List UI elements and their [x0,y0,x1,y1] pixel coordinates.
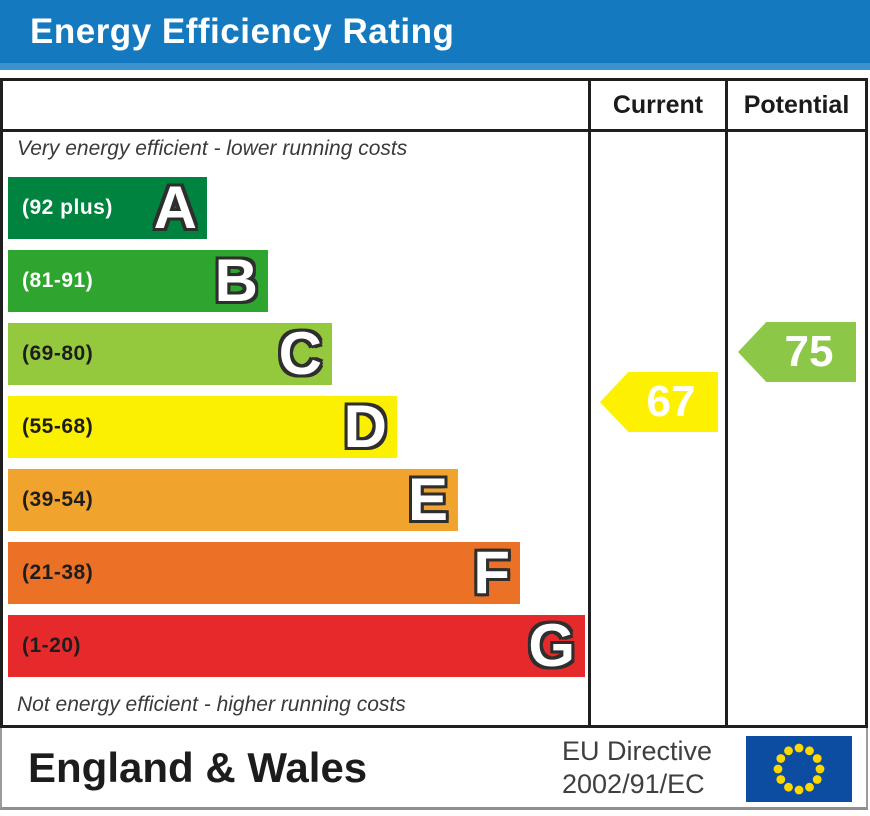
top-caption: Very energy efficient - lower running co… [17,137,408,160]
band-e-letter: E [407,466,448,533]
eu-directive-line2: 2002/91/EC [562,769,705,799]
band-g-range-label: (1-20) [22,634,82,657]
eu-directive-line1: EU Directive [562,736,713,766]
potential-column-header: Potential [743,90,850,119]
band-f-letter: F [473,539,510,606]
band-c-range-label: (69-80) [22,342,94,365]
band-a-letter: A [153,174,197,241]
eu-directive-label: EU Directive 2002/91/EC [562,735,712,801]
rating-bands: (92 plus) A (81-91) B (69-80) C (55-68) … [8,177,585,677]
region-label: England & Wales [28,743,368,791]
current-column-header: Current [612,90,704,119]
page-title: Energy Efficiency Rating [30,12,455,51]
band-d-letter: D [343,393,387,460]
potential-rating-arrow: 75 [738,322,856,382]
band-a-range-label: (92 plus) [22,196,113,219]
footer: England & Wales EU Directive 2002/91/EC [0,728,868,810]
eu-flag-icon [746,736,852,802]
band-b-range-label: (81-91) [22,269,94,292]
band-e: (39-54) E [8,469,458,531]
band-c-letter: C [278,320,322,387]
potential-column-divider [725,81,728,725]
header-rule [3,129,865,132]
current-column-divider [588,81,591,725]
band-d-range-label: (55-68) [22,415,94,438]
band-c: (69-80) C [8,323,332,385]
potential-rating-value: 75 [784,327,834,376]
band-f: (21-38) F [8,542,520,604]
title-bar: Energy Efficiency Rating [0,0,870,70]
band-d: (55-68) D [8,396,397,458]
band-a: (92 plus) A [8,177,207,239]
band-e-range-label: (39-54) [22,488,94,511]
band-b: (81-91) B [8,250,268,312]
band-g-letter: G [528,612,575,679]
band-f-range-label: (21-38) [22,561,94,584]
current-rating-value: 67 [646,377,696,426]
band-b-letter: B [214,247,258,314]
band-g: (1-20) G [8,615,585,677]
chart-frame: Current Potential Very energy efficient … [0,78,868,728]
bottom-caption: Not energy efficient - higher running co… [17,693,406,716]
current-rating-arrow: 67 [600,372,718,432]
